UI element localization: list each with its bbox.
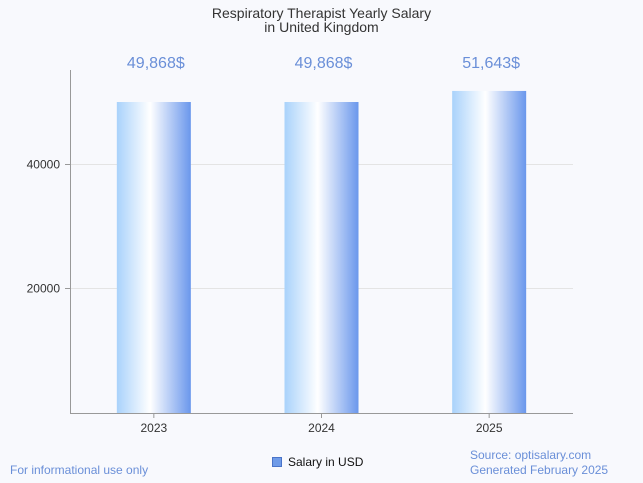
source-text: Source: optisalary.com: [470, 448, 592, 462]
generated-text: Generated February 2025: [470, 463, 609, 477]
y-tick-label: 20000: [27, 282, 61, 296]
bar-2024[interactable]: [284, 102, 359, 414]
x-tick-label: 2025: [476, 421, 503, 435]
value-label-2025: 51,643$: [462, 55, 520, 72]
legend[interactable]: Salary in USD: [272, 455, 363, 469]
value-label-2023: 49,868$: [127, 55, 185, 72]
disclaimer-text: For informational use only: [10, 463, 149, 477]
legend-swatch: [272, 457, 282, 467]
y-tick-label: 40000: [27, 158, 61, 172]
x-tick-label: 2024: [308, 421, 335, 435]
chart-title: Respiratory Therapist Yearly Salary: [211, 5, 432, 21]
bar-2023[interactable]: [116, 102, 191, 414]
x-tick-label: 2023: [140, 421, 167, 435]
chart-subtitle: in United Kingdom: [264, 19, 379, 35]
value-label-2024: 49,868$: [295, 55, 353, 72]
legend-label: Salary in USD: [288, 455, 364, 469]
bar-2025[interactable]: [452, 90, 527, 413]
